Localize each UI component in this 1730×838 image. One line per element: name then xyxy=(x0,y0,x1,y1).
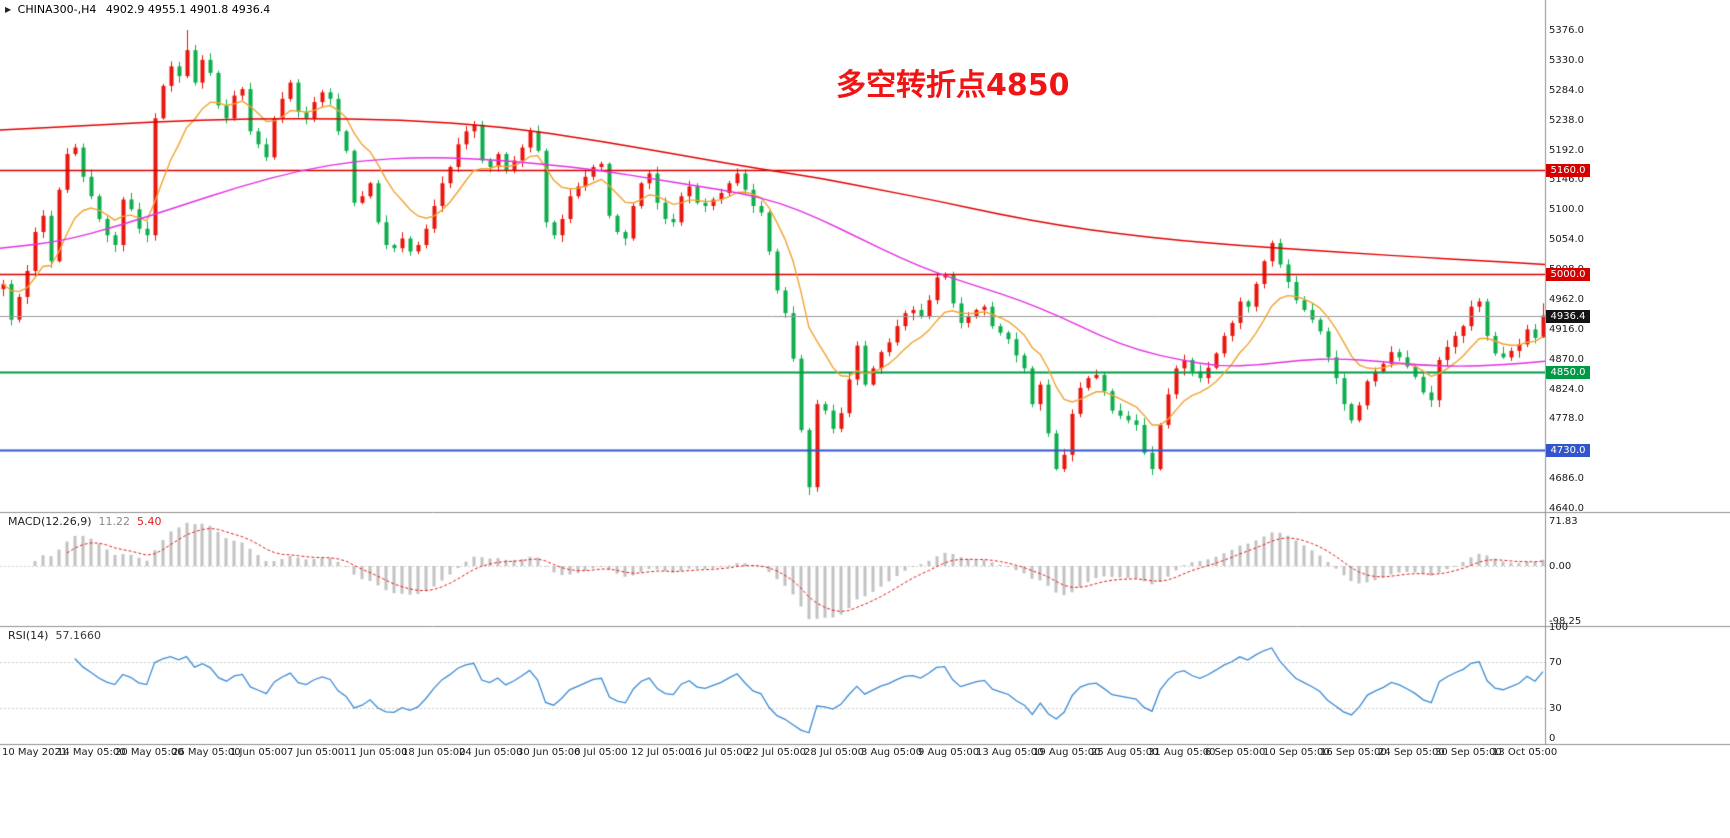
price-axis-tick: 4870.0 xyxy=(1549,354,1584,365)
macd-axis-tick: -98.25 xyxy=(1549,616,1582,627)
date-axis-label: 9 Aug 05:00 xyxy=(918,747,980,758)
price-axis-tick: 5330.0 xyxy=(1549,55,1584,66)
date-axis-label: 18 Jun 05:00 xyxy=(402,747,466,758)
rsi-label: RSI(14) 57.1660 xyxy=(8,629,101,642)
date-axis-label: 10 Sep 05:00 xyxy=(1263,747,1330,758)
date-axis-label: 20 May 05:00 xyxy=(115,747,184,758)
symbol-ohlc: 4902.9 4955.1 4901.8 4936.4 xyxy=(105,3,271,16)
date-axis-label: 13 Oct 05:00 xyxy=(1492,747,1558,758)
price-axis-tick: 5146.0 xyxy=(1549,174,1584,185)
price-axis-tick: 4916.0 xyxy=(1549,324,1584,335)
rsi-title: RSI(14) xyxy=(8,629,49,642)
level-price-box: 4730.0 xyxy=(1546,444,1590,457)
macd-value-main: 11.22 xyxy=(98,515,131,528)
date-axis-label: 1 Jun 05:00 xyxy=(230,747,288,758)
price-axis-tick: 4640.0 xyxy=(1549,503,1584,514)
price-axis-tick: 4778.0 xyxy=(1549,413,1584,424)
macd-value-signal: 5.40 xyxy=(137,515,162,528)
level-price-box: 5160.0 xyxy=(1546,164,1590,177)
symbol-timeframe: CHINA300-,H4 xyxy=(17,3,97,16)
date-axis-label: 6 Sep 05:00 xyxy=(1205,747,1266,758)
date-axis-label: 16 Sep 05:00 xyxy=(1320,747,1387,758)
date-axis-label: 30 Sep 05:00 xyxy=(1435,747,1502,758)
price-axis-tick: 5284.0 xyxy=(1549,85,1584,96)
date-axis-label: 16 Jul 05:00 xyxy=(689,747,749,758)
macd-axis-tick: 0.00 xyxy=(1549,561,1572,572)
chart-canvas[interactable] xyxy=(0,0,1730,770)
rsi-axis-tick: 0 xyxy=(1549,733,1556,744)
current-price-box: 4936.4 xyxy=(1546,310,1590,323)
date-axis-label: 31 Aug 05:00 xyxy=(1148,747,1216,758)
macd-label: MACD(12.26,9) 11.22 5.40 xyxy=(8,515,162,528)
symbol-info: ▶ CHINA300-,H4 4902.9 4955.1 4901.8 4936… xyxy=(5,3,270,16)
date-axis-label: 19 Aug 05:00 xyxy=(1033,747,1101,758)
price-axis-tick: 4824.0 xyxy=(1549,384,1584,395)
date-axis-label: 24 Jun 05:00 xyxy=(459,747,523,758)
date-axis-label: 10 May 2021 xyxy=(2,747,68,758)
rsi-axis-tick: 30 xyxy=(1549,703,1562,714)
date-axis-label: 30 Jun 05:00 xyxy=(517,747,581,758)
price-axis-tick: 5192.0 xyxy=(1549,145,1584,156)
level-price-box: 5000.0 xyxy=(1546,268,1590,281)
date-axis-label: 14 May 05:00 xyxy=(57,747,126,758)
price-axis-tick: 5376.0 xyxy=(1549,25,1584,36)
price-axis-tick: 4686.0 xyxy=(1549,473,1584,484)
date-axis-label: 24 Sep 05:00 xyxy=(1378,747,1445,758)
rsi-value: 57.1660 xyxy=(55,629,101,642)
level-price-box: 4850.0 xyxy=(1546,366,1590,379)
rsi-axis-tick: 100 xyxy=(1549,622,1569,633)
date-axis-label: 11 Jun 05:00 xyxy=(344,747,408,758)
price-axis-tick: 5054.0 xyxy=(1549,234,1584,245)
date-axis-label: 25 Aug 05:00 xyxy=(1091,747,1159,758)
macd-title: MACD(12.26,9) xyxy=(8,515,92,528)
rsi-axis-tick: 70 xyxy=(1549,657,1562,668)
price-axis-tick: 5238.0 xyxy=(1549,115,1584,126)
date-axis-label: 13 Aug 05:00 xyxy=(976,747,1044,758)
date-axis-label: 6 Jul 05:00 xyxy=(574,747,628,758)
date-axis-label: 26 May 05:00 xyxy=(172,747,241,758)
date-axis-label: 12 Jul 05:00 xyxy=(631,747,691,758)
date-axis-label: 28 Jul 05:00 xyxy=(804,747,864,758)
date-axis-label: 22 Jul 05:00 xyxy=(746,747,806,758)
price-axis-tick: 5100.0 xyxy=(1549,204,1584,215)
price-axis-tick: 4962.0 xyxy=(1549,294,1584,305)
date-axis-label: 7 Jun 05:00 xyxy=(287,747,345,758)
chart-annotation: 多空转折点4850 xyxy=(836,68,1070,103)
date-axis-label: 3 Aug 05:00 xyxy=(861,747,923,758)
symbol-marker-icon: ▶ xyxy=(5,5,12,14)
macd-axis-tick: 71.83 xyxy=(1549,516,1578,527)
